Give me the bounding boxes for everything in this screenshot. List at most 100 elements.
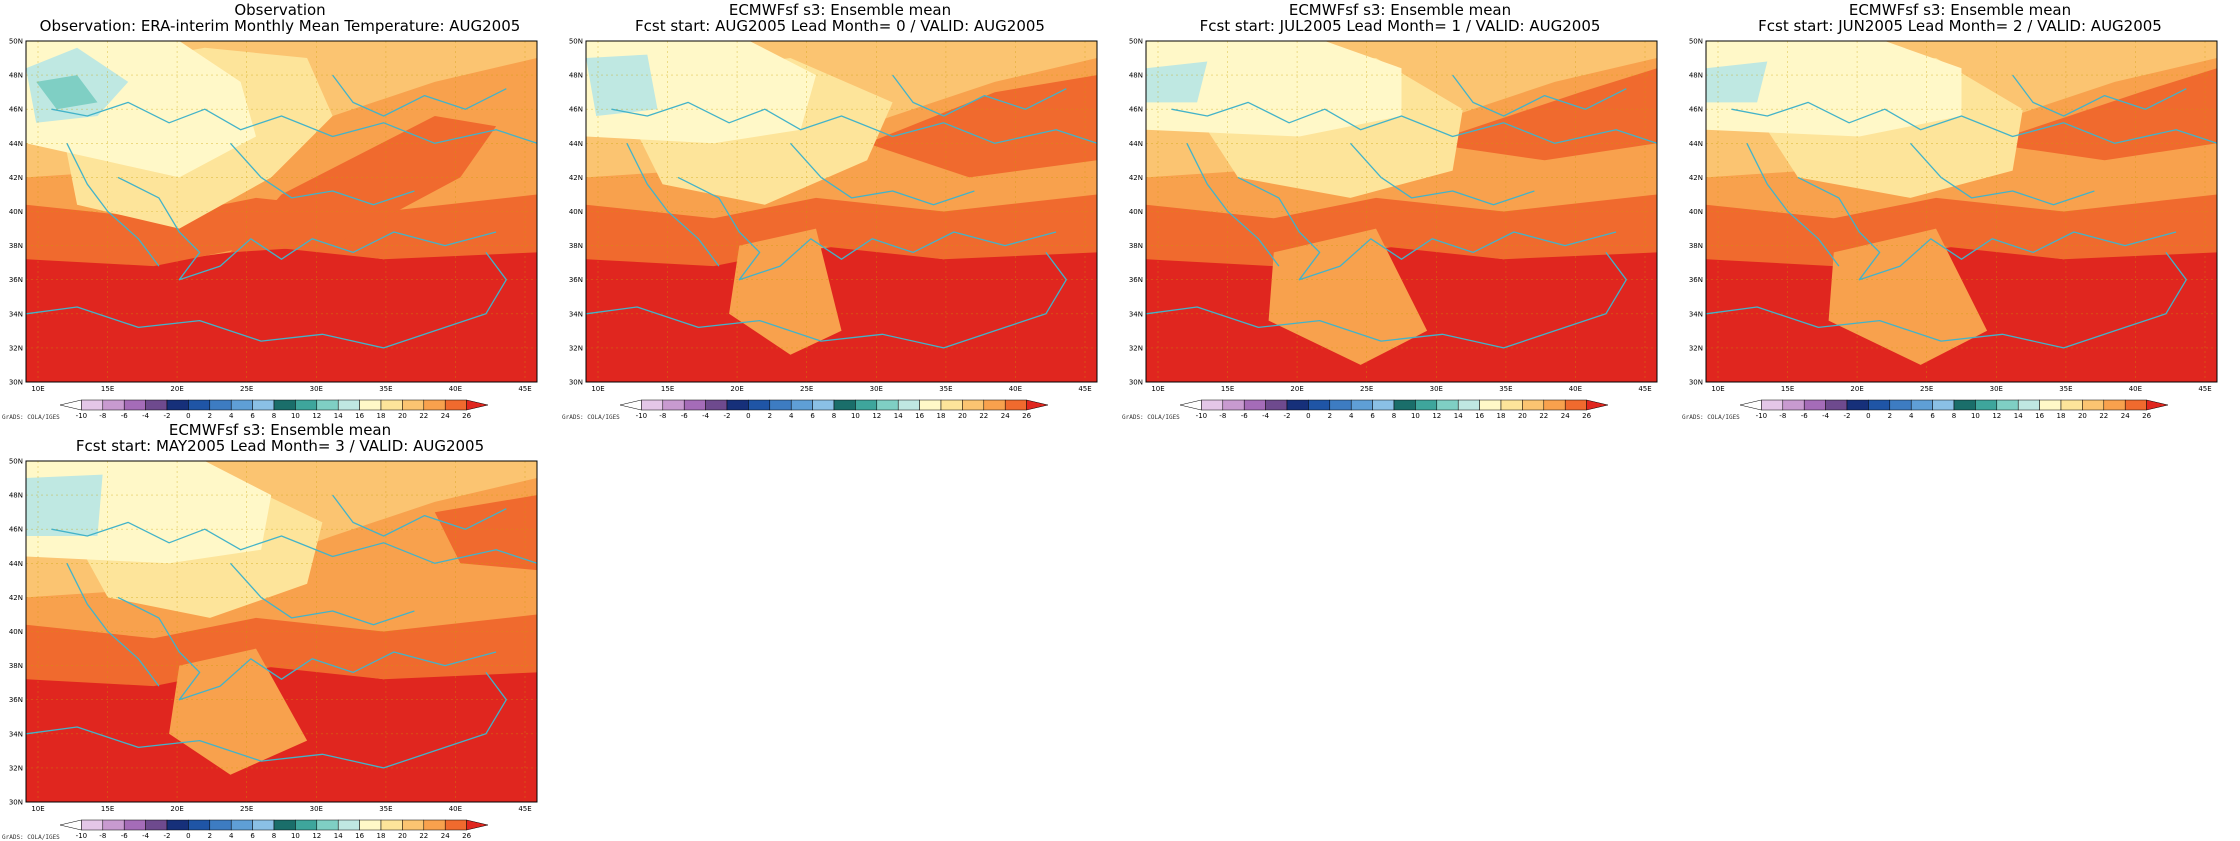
colorbar-swatch [230,399,253,411]
panel-subtitle: Fcst start: JUN2005 Lead Month= 2 / VALI… [1758,17,2162,35]
colorbar-label: 26 [462,832,471,840]
lon-tick-label: 10E [31,385,44,393]
colorbar-label: 2 [208,412,212,420]
lon-tick-label: 40E [449,385,462,393]
colorbar-label: 16 [355,832,364,840]
panel-title: ECMWFsf s3: Ensemble mean [168,421,392,439]
colorbar-swatch [444,399,467,411]
colorbar-swatch [316,819,339,831]
lon-tick-label: 45E [1078,385,1091,393]
colorbar-label: -10 [76,832,87,840]
map-figure: 30N 32N 34N 36N 38N 40N 42N 44N 46N 48N 50N 10E 15E 2… [1120,0,1680,420]
colorbar-swatch [209,819,232,831]
colorbar-label: 18 [937,412,946,420]
colorbar-swatch [1243,399,1266,411]
band-24-26-inner [1427,68,1657,161]
colorbar-swatch [1975,399,1998,411]
lat-tick-label: 44N [9,140,23,148]
plot-frame [585,40,1098,383]
colorbar-label: 14 [334,412,343,420]
colorbar-label: -6 [121,832,129,840]
colorbar-swatch [683,399,706,411]
colorbar-swatch [662,399,685,411]
colorbar: -10 -8 -6 -4 -2 0 2 4 6 8 10 12 14 16 18 20 22 24 26 [1179,399,1609,420]
lon-tick-label: 35E [379,385,392,393]
lat-tick-label: 38N [1129,242,1143,250]
colorbar-swatch [1932,399,1955,411]
lat-tick-label: 32N [9,764,23,772]
colorbar: -10 -8 -6 -4 -2 0 2 4 6 8 10 12 14 16 18 20 22 24 26 [1739,399,2169,420]
lat-tick-label: 44N [1129,140,1143,148]
colorbar-swatch [1996,399,2019,411]
colorbar-swatch [1457,399,1480,411]
colorbar-swatch [1761,399,1784,411]
colorbar-swatch [230,819,253,831]
colorbar-swatch [273,819,296,831]
band-24-26 [586,194,1097,267]
map-panel-observation: Observation Observation: ERA-interim Mon… [0,0,560,421]
colorbar-label: 24 [2121,412,2130,420]
lat-tick-label: 30N [1129,379,1143,387]
colorbar-swatch [1201,399,1224,411]
colorbar-label: 2 [208,832,212,840]
colorbar-label: 12 [312,832,321,840]
colorbar-label: 16 [1475,412,1484,420]
colorbar-label: -4 [142,412,150,420]
colorbar-label: 26 [2142,412,2151,420]
lat-tick-label: 36N [1689,276,1703,284]
colorbar-label: 6 [1930,412,1935,420]
plot-frame [25,460,538,803]
lat-tick-label: 40N [569,208,583,216]
colorbar-swatch [1265,399,1288,411]
lat-tick-label: 42N [1129,174,1143,182]
colorbar-swatch [145,819,168,831]
colorbar-swatch [1329,399,1352,411]
lat-tick-label: 36N [569,276,583,284]
colorbar-swatch [166,819,189,831]
lon-tick-label: 20E [730,385,743,393]
lat-tick-label: 40N [1689,208,1703,216]
lat-tick-label: 32N [1129,344,1143,352]
lat-tick-label: 48N [1689,72,1703,80]
lat-tick-label: 44N [1689,140,1703,148]
colorbar-label: -4 [142,832,150,840]
lon-tick-label: 40E [449,805,462,813]
lat-tick-label: 32N [9,344,23,352]
colorbar-label: 0 [186,412,190,420]
colorbar-label: 18 [2057,412,2066,420]
lat-tick-label: 30N [569,379,583,387]
lon-tick-label: 10E [31,805,44,813]
colorbar-swatch [769,399,792,411]
colorbar-label: 12 [1992,412,2001,420]
lat-tick-label: 48N [569,72,583,80]
colorbar-label: 14 [894,412,903,420]
colorbar-label: 6 [1370,412,1375,420]
colorbar-label: 16 [915,412,924,420]
coastlines [1705,74,2218,349]
lat-tick-label: 36N [1129,276,1143,284]
colorbar-label: 12 [872,412,881,420]
colorbar-label: -2 [164,832,171,840]
panel-title: ECMWFsf s3: Ensemble mean [1288,1,1512,19]
band-24-26-inner [230,116,497,253]
coastline-path [626,143,720,267]
colorbar-label: 10 [851,412,860,420]
colorbar-label: 22 [2099,412,2108,420]
plot-frame [1705,40,2218,383]
band-14-16 [586,54,658,116]
map-panel-lead-3: ECMWFsf s3: Ensemble mean Fcst start: MA… [0,420,560,841]
colorbar-label: -8 [99,832,106,840]
colorbar-label: 14 [1454,412,1463,420]
colorbar-label: 2 [1888,412,1892,420]
colorbar-swatch [337,399,360,411]
plot-frame [1145,40,1658,383]
panel-subtitle: Fcst start: JUL2005 Lead Month= 1 / VALI… [1199,17,1601,35]
colorbar-swatch [962,399,985,411]
coastline-path [1349,142,1535,206]
colorbar-label: -10 [1756,412,1767,420]
colorbar-swatch [1350,399,1373,411]
coastline-path [1909,142,2095,206]
lat-tick-label: 40N [9,628,23,636]
colorbar-swatch [1308,399,1331,411]
lat-tick-label: 48N [9,72,23,80]
